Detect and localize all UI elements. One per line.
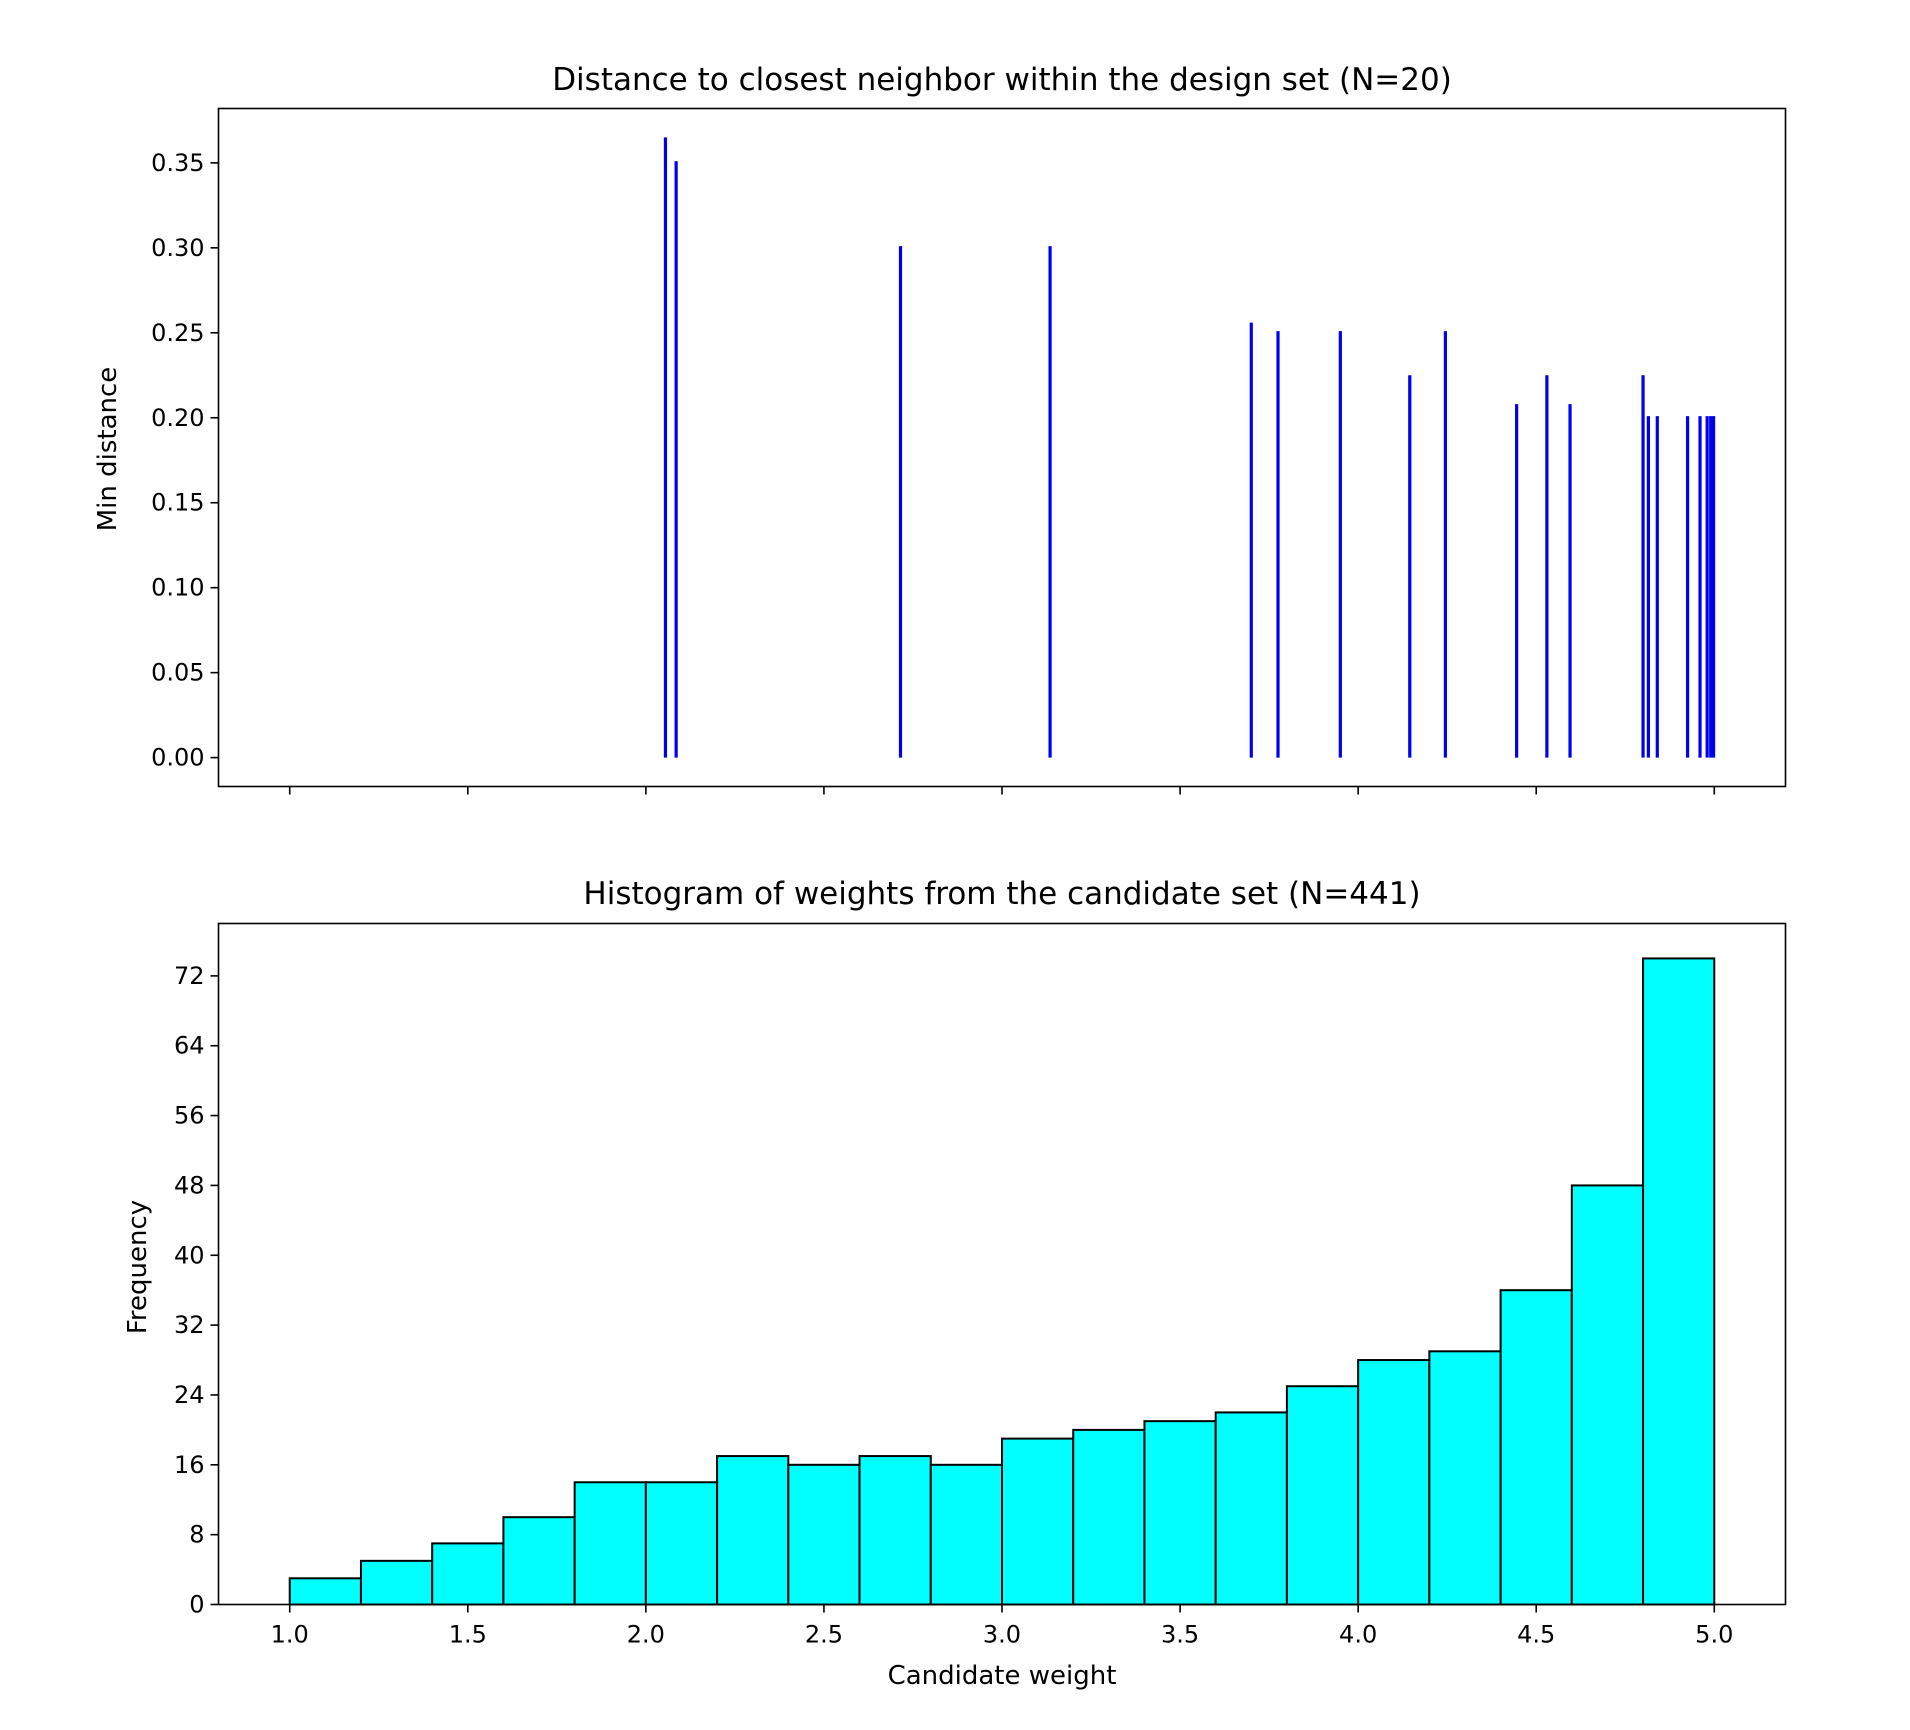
histogram-xtick-label: 1.0 (271, 1621, 309, 1649)
histogram-ytick-label: 8 (189, 1521, 204, 1549)
histogram-bar (644, 1481, 719, 1606)
histogram-xlabel: Candidate weight (888, 1661, 1117, 1691)
histogram-bar (1499, 1289, 1573, 1606)
histogram-bar (1072, 1428, 1146, 1606)
histogram-ytick-label: 0 (189, 1591, 204, 1619)
histogram-ytick-label: 72 (174, 962, 205, 990)
histogram-bar (573, 1481, 647, 1606)
histogram-bar (929, 1463, 1003, 1606)
stem-chart-ytick-label: 0.35 (151, 149, 204, 177)
histogram-xtick-label: 1.5 (449, 1621, 487, 1649)
histogram-bar (1001, 1437, 1075, 1606)
histogram-ytick-label: 32 (174, 1311, 205, 1339)
histogram-xtick-label: 4.5 (1517, 1621, 1555, 1649)
histogram-bar (858, 1455, 932, 1606)
stem-chart-panel: Distance to closest neighbor within the … (93, 62, 1787, 795)
histogram-bar (288, 1577, 362, 1606)
histogram-bar (1285, 1385, 1360, 1606)
stem-chart-ytick-label: 0.05 (151, 659, 204, 687)
stem-chart-ytick-label: 0.25 (151, 319, 204, 347)
stem-chart-title: Distance to closest neighbor within the … (552, 62, 1452, 98)
stem-chart-ytick-label: 0.20 (151, 404, 204, 432)
histogram-xtick-label: 4.0 (1339, 1621, 1377, 1649)
histogram-panel: Histogram of weights from the candidate … (123, 876, 1787, 1691)
stem-chart-ytick-label: 0.00 (151, 744, 204, 772)
histogram-bar (716, 1455, 790, 1606)
stem-chart-ytick-label: 0.15 (151, 489, 204, 517)
histogram-bar (1357, 1359, 1431, 1606)
histogram-ytick-label: 40 (174, 1241, 205, 1269)
stem-chart-ylabel: Min distance (93, 367, 123, 532)
histogram-xtick-label: 3.0 (983, 1621, 1021, 1649)
histogram-xtick-label: 2.5 (805, 1621, 843, 1649)
histogram-xtick-label: 2.0 (627, 1621, 665, 1649)
histogram-xtick-label: 5.0 (1695, 1621, 1733, 1649)
histogram-ytick-label: 48 (174, 1171, 205, 1199)
histogram-bar (1570, 1184, 1645, 1606)
histogram-xtick-label: 3.5 (1161, 1621, 1199, 1649)
stem-chart-ytick-label: 0.30 (151, 234, 204, 262)
histogram-bar (1642, 957, 1716, 1606)
histogram-ytick-label: 16 (174, 1451, 205, 1479)
histogram-bar (1143, 1420, 1217, 1606)
histogram-bar (787, 1463, 861, 1606)
histogram-bar (502, 1516, 576, 1606)
histogram-plot-area (217, 922, 1787, 1606)
histogram-bar (1214, 1411, 1288, 1606)
histogram-ytick-label: 24 (174, 1381, 205, 1409)
histogram-ylabel: Frequency (123, 1200, 153, 1334)
histogram-bar (431, 1542, 505, 1606)
histogram-title: Histogram of weights from the candidate … (583, 876, 1420, 912)
histogram-ytick-label: 64 (174, 1032, 205, 1060)
histogram-bar (359, 1559, 434, 1606)
histogram-ytick-label: 56 (174, 1102, 205, 1130)
stem-chart-ytick-label: 0.10 (151, 574, 204, 602)
histogram-bar (1428, 1350, 1502, 1606)
stem-chart-plot-area (217, 107, 1787, 788)
